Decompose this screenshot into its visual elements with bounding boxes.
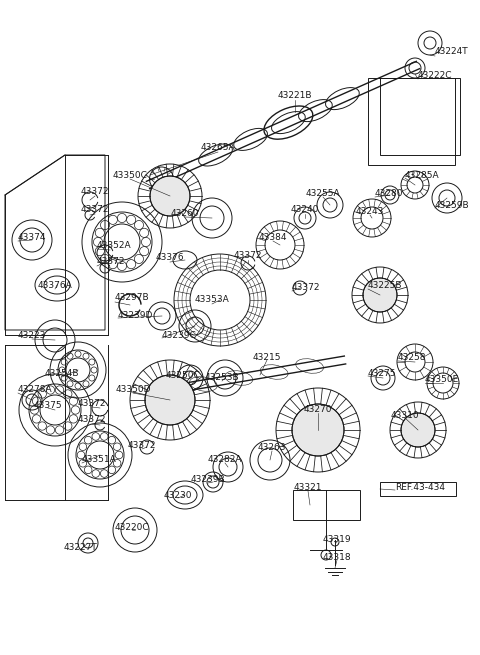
Text: 43259B: 43259B [435, 200, 469, 210]
Ellipse shape [150, 176, 190, 216]
Ellipse shape [363, 278, 397, 312]
Text: 43384: 43384 [259, 233, 287, 242]
Text: 43258: 43258 [398, 354, 427, 362]
Text: 43253B: 43253B [204, 373, 240, 383]
Text: 43350E: 43350E [425, 375, 459, 384]
Bar [380, 482, 456, 496]
Text: 43223: 43223 [18, 331, 46, 339]
Text: 43224T: 43224T [435, 48, 468, 56]
Text: 43376: 43376 [156, 253, 184, 263]
Text: 43285A: 43285A [405, 170, 440, 179]
Text: 43350D: 43350D [115, 386, 151, 394]
Text: 43372: 43372 [78, 398, 106, 407]
Text: 43221B: 43221B [278, 90, 312, 100]
Text: 43215: 43215 [253, 352, 281, 362]
Text: 43372: 43372 [78, 415, 106, 424]
Text: 43350C: 43350C [113, 170, 147, 179]
Text: 43270: 43270 [304, 405, 332, 415]
Text: REF.43-434: REF.43-434 [395, 483, 445, 491]
Text: 43263: 43263 [258, 443, 286, 453]
Text: 43318: 43318 [323, 553, 351, 563]
Text: 43250C: 43250C [166, 371, 200, 379]
Text: 43275: 43275 [368, 369, 396, 377]
Text: 43243: 43243 [356, 208, 384, 217]
Text: 43254B: 43254B [45, 369, 79, 377]
Text: 43372: 43372 [97, 257, 125, 267]
Text: 43351A: 43351A [82, 455, 117, 464]
Text: 43374: 43374 [18, 233, 47, 242]
Text: 43372: 43372 [128, 441, 156, 449]
Text: 43220C: 43220C [115, 523, 149, 531]
Text: 43230: 43230 [164, 491, 192, 500]
Text: 43239D: 43239D [118, 310, 154, 320]
Text: 43255A: 43255A [306, 189, 340, 198]
Text: 43372: 43372 [292, 282, 321, 291]
Text: 43240: 43240 [291, 206, 319, 214]
Text: 43265A: 43265A [201, 143, 235, 153]
Ellipse shape [292, 404, 344, 456]
Text: 43239B: 43239B [191, 476, 225, 485]
Text: 43239C: 43239C [162, 331, 197, 339]
Text: 43375: 43375 [34, 400, 62, 409]
Text: 43310: 43310 [391, 411, 420, 419]
Text: 43260: 43260 [171, 208, 199, 217]
Text: 43280: 43280 [375, 189, 404, 198]
Ellipse shape [401, 413, 435, 447]
Text: 43372: 43372 [234, 252, 262, 261]
Text: 43352A: 43352A [97, 240, 132, 250]
Text: 43319: 43319 [323, 536, 351, 544]
Text: 43282A: 43282A [208, 455, 242, 464]
Text: 43372: 43372 [81, 206, 109, 214]
Text: 43376A: 43376A [37, 280, 72, 290]
Ellipse shape [145, 375, 195, 425]
Text: 43372: 43372 [81, 187, 109, 196]
Text: 43227T: 43227T [63, 542, 97, 552]
Text: 43321: 43321 [294, 483, 322, 493]
Text: 43225B: 43225B [368, 280, 403, 290]
Text: 43297B: 43297B [115, 293, 150, 303]
Text: 43353A: 43353A [194, 295, 229, 305]
Text: 43278A: 43278A [18, 386, 53, 394]
Text: 43222C: 43222C [418, 71, 453, 79]
